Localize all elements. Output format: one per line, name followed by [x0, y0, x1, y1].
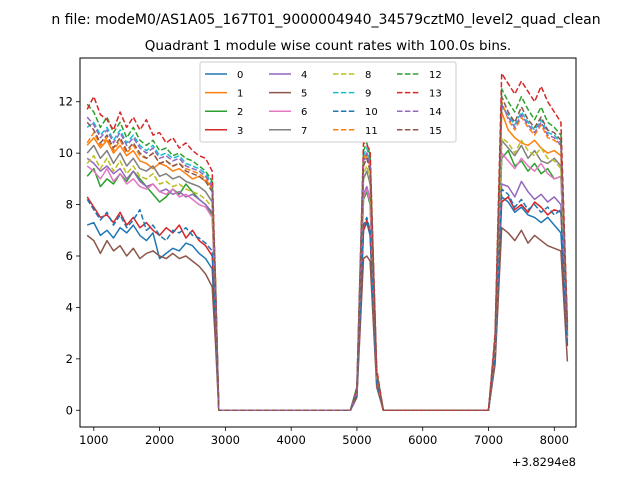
- x-tick-label: 8000: [540, 433, 569, 447]
- x-tick-label: 5000: [342, 433, 371, 447]
- legend-label-9: 9: [365, 89, 371, 100]
- axes-ticks: 1000 2000 3000 4000 5000 6000 7000 8000 0 2 4 6 8 10 1…: [58, 95, 569, 447]
- legend-label-8: 8: [365, 70, 371, 81]
- series-line-6: [86, 152, 569, 412]
- legend-label-0: 0: [237, 70, 243, 81]
- legend-label-2: 2: [237, 107, 243, 118]
- legend-label-14: 14: [429, 107, 442, 118]
- x-tick-label: 1000: [79, 433, 108, 447]
- y-tick-label: 4: [66, 300, 73, 314]
- plot-lines: [86, 72, 569, 412]
- legend-label-12: 12: [429, 70, 442, 81]
- legend-label-11: 11: [365, 126, 378, 137]
- x-offset-label: +3.8294e8: [512, 455, 576, 469]
- legend-label-13: 13: [429, 89, 442, 100]
- series-line-7: [86, 139, 569, 412]
- series-line-2: [86, 149, 569, 412]
- series-line-15: [86, 95, 569, 412]
- x-tick-label: 2000: [145, 433, 174, 447]
- plot-frame: [79, 57, 577, 428]
- y-tick-label: 12: [58, 95, 73, 109]
- y-tick-label: 6: [66, 249, 73, 263]
- legend-label-3: 3: [237, 126, 243, 137]
- legend-label-6: 6: [301, 107, 307, 118]
- legend-label-5: 5: [301, 89, 307, 100]
- x-tick-label: 7000: [474, 433, 503, 447]
- chart-suptitle: n file: modeM0/AS1A05_167T01_9000004940_…: [51, 12, 600, 28]
- x-tick-label: 4000: [277, 433, 306, 447]
- y-tick-label: 8: [66, 198, 73, 212]
- x-tick-label: 6000: [408, 433, 437, 447]
- legend-label-7: 7: [301, 126, 307, 137]
- series-line-8: [86, 136, 569, 412]
- chart-title: Quadrant 1 module wise count rates with …: [145, 38, 511, 54]
- y-tick-label: 10: [58, 146, 73, 160]
- legend-box: [199, 61, 457, 143]
- legend-label-1: 1: [237, 89, 243, 100]
- x-tick-label: 3000: [211, 433, 240, 447]
- y-tick-label: 0: [66, 403, 73, 417]
- y-tick-label: 2: [66, 352, 73, 366]
- legend-label-4: 4: [301, 70, 307, 81]
- legend-label-15: 15: [429, 126, 442, 137]
- legend-label-10: 10: [365, 107, 378, 118]
- series-line-4: [86, 157, 569, 412]
